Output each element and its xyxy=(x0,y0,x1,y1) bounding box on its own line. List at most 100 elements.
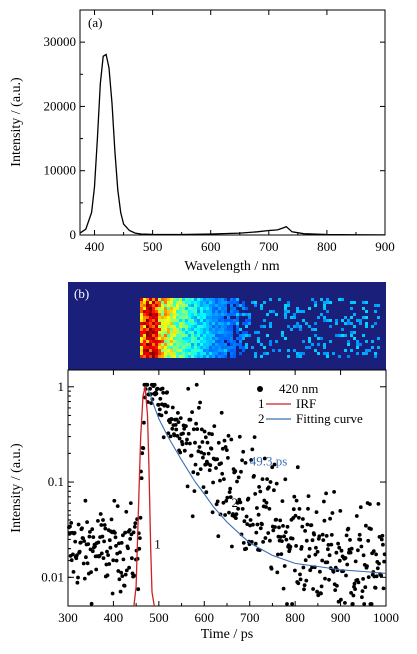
streak-pixel xyxy=(161,343,164,346)
legend-number-irf: 1 xyxy=(258,396,265,411)
streak-pixel xyxy=(158,334,161,337)
streak-pixel xyxy=(260,307,263,310)
streak-pixel xyxy=(230,325,233,328)
streak-pixel xyxy=(182,349,185,352)
streak-pixel xyxy=(140,301,143,304)
panel-b-data-point xyxy=(278,535,283,539)
streak-pixel xyxy=(191,334,194,337)
streak-pixel xyxy=(158,337,161,340)
panel-b-data-point xyxy=(363,585,368,590)
panel-b-data-point xyxy=(364,523,368,528)
streak-pixel xyxy=(212,340,215,343)
streak-pixel xyxy=(197,307,200,310)
streak-pixel xyxy=(218,352,221,355)
streak-pixel xyxy=(143,307,146,310)
streak-pixel xyxy=(197,346,200,349)
streak-pixel xyxy=(233,319,236,322)
streak-pixel xyxy=(170,340,173,343)
panel-b-data-point xyxy=(377,535,382,539)
streak-pixel xyxy=(296,325,299,328)
panel-b-data-point xyxy=(368,502,372,506)
panel-b-data-point xyxy=(327,577,331,582)
streak-pixel xyxy=(167,337,170,340)
streak-pixel xyxy=(341,334,344,337)
streak-pixel xyxy=(347,340,350,343)
streak-pixel xyxy=(326,355,329,358)
streak-pixel xyxy=(203,349,206,352)
streak-pixel xyxy=(353,325,356,328)
streak-pixel xyxy=(218,301,221,304)
streak-pixel xyxy=(182,319,185,322)
panel-b-data-point xyxy=(156,403,161,407)
streak-pixel xyxy=(206,346,209,349)
panel-b-data-point xyxy=(366,575,371,579)
panel-b-data-point xyxy=(260,477,265,481)
streak-pixel xyxy=(167,307,170,310)
streak-pixel xyxy=(314,349,317,352)
streak-pixel xyxy=(164,346,167,349)
streak-pixel xyxy=(215,301,218,304)
streak-pixel xyxy=(167,352,170,355)
streak-pixel xyxy=(230,355,233,358)
streak-pixel xyxy=(176,352,179,355)
streak-pixel xyxy=(143,322,146,325)
panel-b-data-point xyxy=(164,410,168,415)
streak-pixel xyxy=(263,301,266,304)
streak-pixel xyxy=(173,307,176,310)
streak-pixel xyxy=(239,343,242,346)
streak-pixel xyxy=(176,346,179,349)
streak-pixel xyxy=(281,334,284,337)
streak-pixel xyxy=(158,325,161,328)
streak-pixel xyxy=(170,298,173,301)
panel-b-data-point xyxy=(315,589,319,594)
streak-pixel xyxy=(236,301,239,304)
streak-pixel xyxy=(209,304,212,307)
legend-label-420nm: 420 nm xyxy=(279,381,318,396)
streak-pixel xyxy=(158,340,161,343)
streak-pixel xyxy=(194,355,197,358)
panel-b-data-point xyxy=(360,589,365,593)
panel-b-data-point xyxy=(281,586,286,591)
panel-b-x-tick-label: 600 xyxy=(195,610,215,625)
streak-pixel xyxy=(329,319,332,322)
panel-b-data-point xyxy=(277,525,281,530)
streak-pixel xyxy=(323,307,326,310)
streak-pixel xyxy=(167,301,170,304)
panel-b-data-point xyxy=(209,446,214,451)
streak-pixel xyxy=(335,319,338,322)
panel-b-data-point xyxy=(379,573,384,578)
streak-pixel xyxy=(197,304,200,307)
panel-b-data-point xyxy=(312,532,317,537)
streak-pixel xyxy=(185,352,188,355)
panel-b-data-point xyxy=(123,572,128,577)
panel-b-data-point xyxy=(321,538,326,542)
streak-pixel xyxy=(248,313,251,316)
streak-pixel xyxy=(149,334,152,337)
streak-pixel xyxy=(335,334,338,337)
streak-pixel xyxy=(146,352,149,355)
streak-pixel xyxy=(197,340,200,343)
streak-pixel xyxy=(149,301,152,304)
panel-b-data-point xyxy=(280,539,284,543)
streak-pixel xyxy=(203,313,206,316)
streak-pixel xyxy=(152,334,155,337)
panel-b-data-point xyxy=(326,543,331,547)
streak-pixel xyxy=(185,331,188,334)
streak-pixel xyxy=(200,304,203,307)
streak-pixel xyxy=(176,340,179,343)
panel-b-data-point xyxy=(306,494,311,498)
streak-pixel xyxy=(242,313,245,316)
streak-pixel xyxy=(143,301,146,304)
panel-b-data-point xyxy=(170,405,175,410)
panel-b-data-point xyxy=(323,576,327,581)
panel-b-data-point xyxy=(210,432,214,437)
panel-b-data-point xyxy=(99,523,104,527)
panel-b-data-point xyxy=(245,522,250,526)
streak-pixel xyxy=(224,304,227,307)
panel-a-x-axis-title: Wavelength / nm xyxy=(184,259,279,274)
streak-pixel xyxy=(260,343,263,346)
streak-pixel xyxy=(266,313,269,316)
streak-pixel xyxy=(194,328,197,331)
panel-b-data-point xyxy=(216,534,221,539)
